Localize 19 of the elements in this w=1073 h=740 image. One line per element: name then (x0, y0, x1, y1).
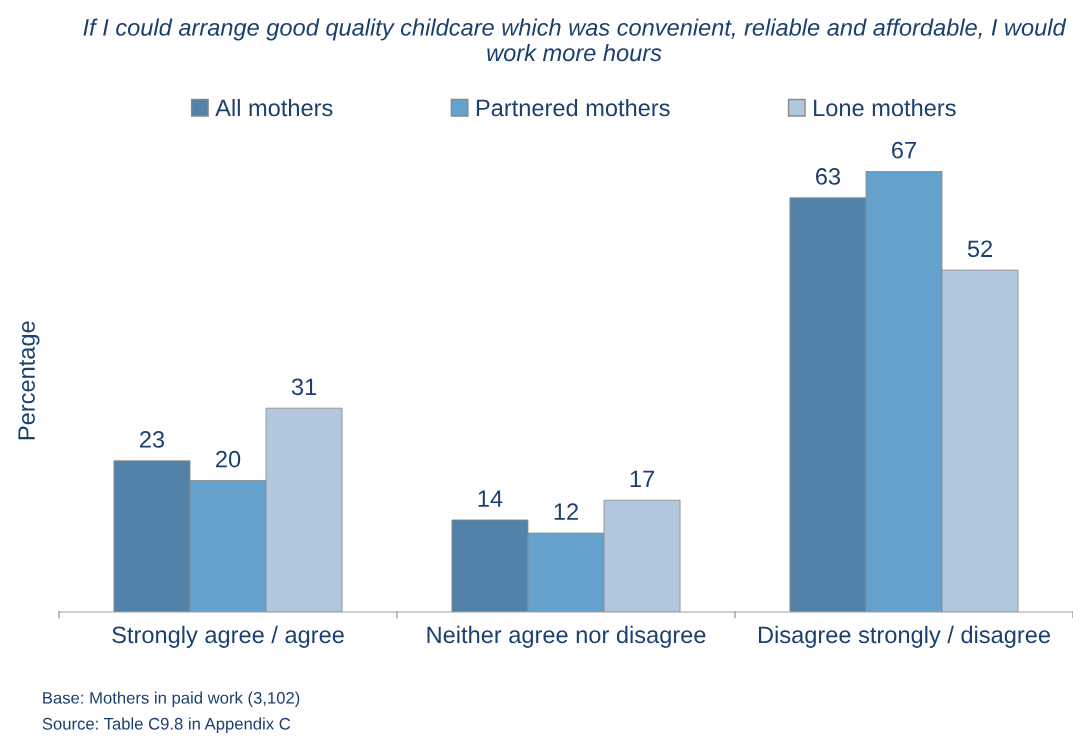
text: Base: Mothers in paid work (3,102) (43, 691, 300, 708)
x-tick-label: Strongly agree / agree (112, 625, 344, 648)
data-label: 52 (967, 240, 992, 258)
data-label: 14 (478, 490, 503, 507)
legend-label: Lone mothers (814, 98, 956, 117)
data-label: 67 (892, 141, 916, 159)
legend-label: Partnered mothers (476, 98, 670, 117)
data-label: 23 (140, 431, 165, 448)
legend-label: All mothers (215, 98, 333, 117)
data-label: 17 (630, 470, 654, 487)
x-tick-label: Disagree strongly / disagree (758, 625, 1050, 648)
data-label: 63 (816, 168, 841, 185)
y-axis-title: Percentage (18, 321, 40, 440)
data-label: 31 (291, 378, 317, 396)
data-label: 12 (554, 503, 578, 520)
chart-title: If I could arrange good quality childcare which was convenient, reliable and affordable, I would work more hours (83, 18, 1067, 62)
source-note: Source: Table C9.8 in Appendix C (42, 717, 291, 733)
data-label: 20 (216, 450, 241, 468)
x-tick-label: Neither agree nor disagree (427, 625, 706, 648)
